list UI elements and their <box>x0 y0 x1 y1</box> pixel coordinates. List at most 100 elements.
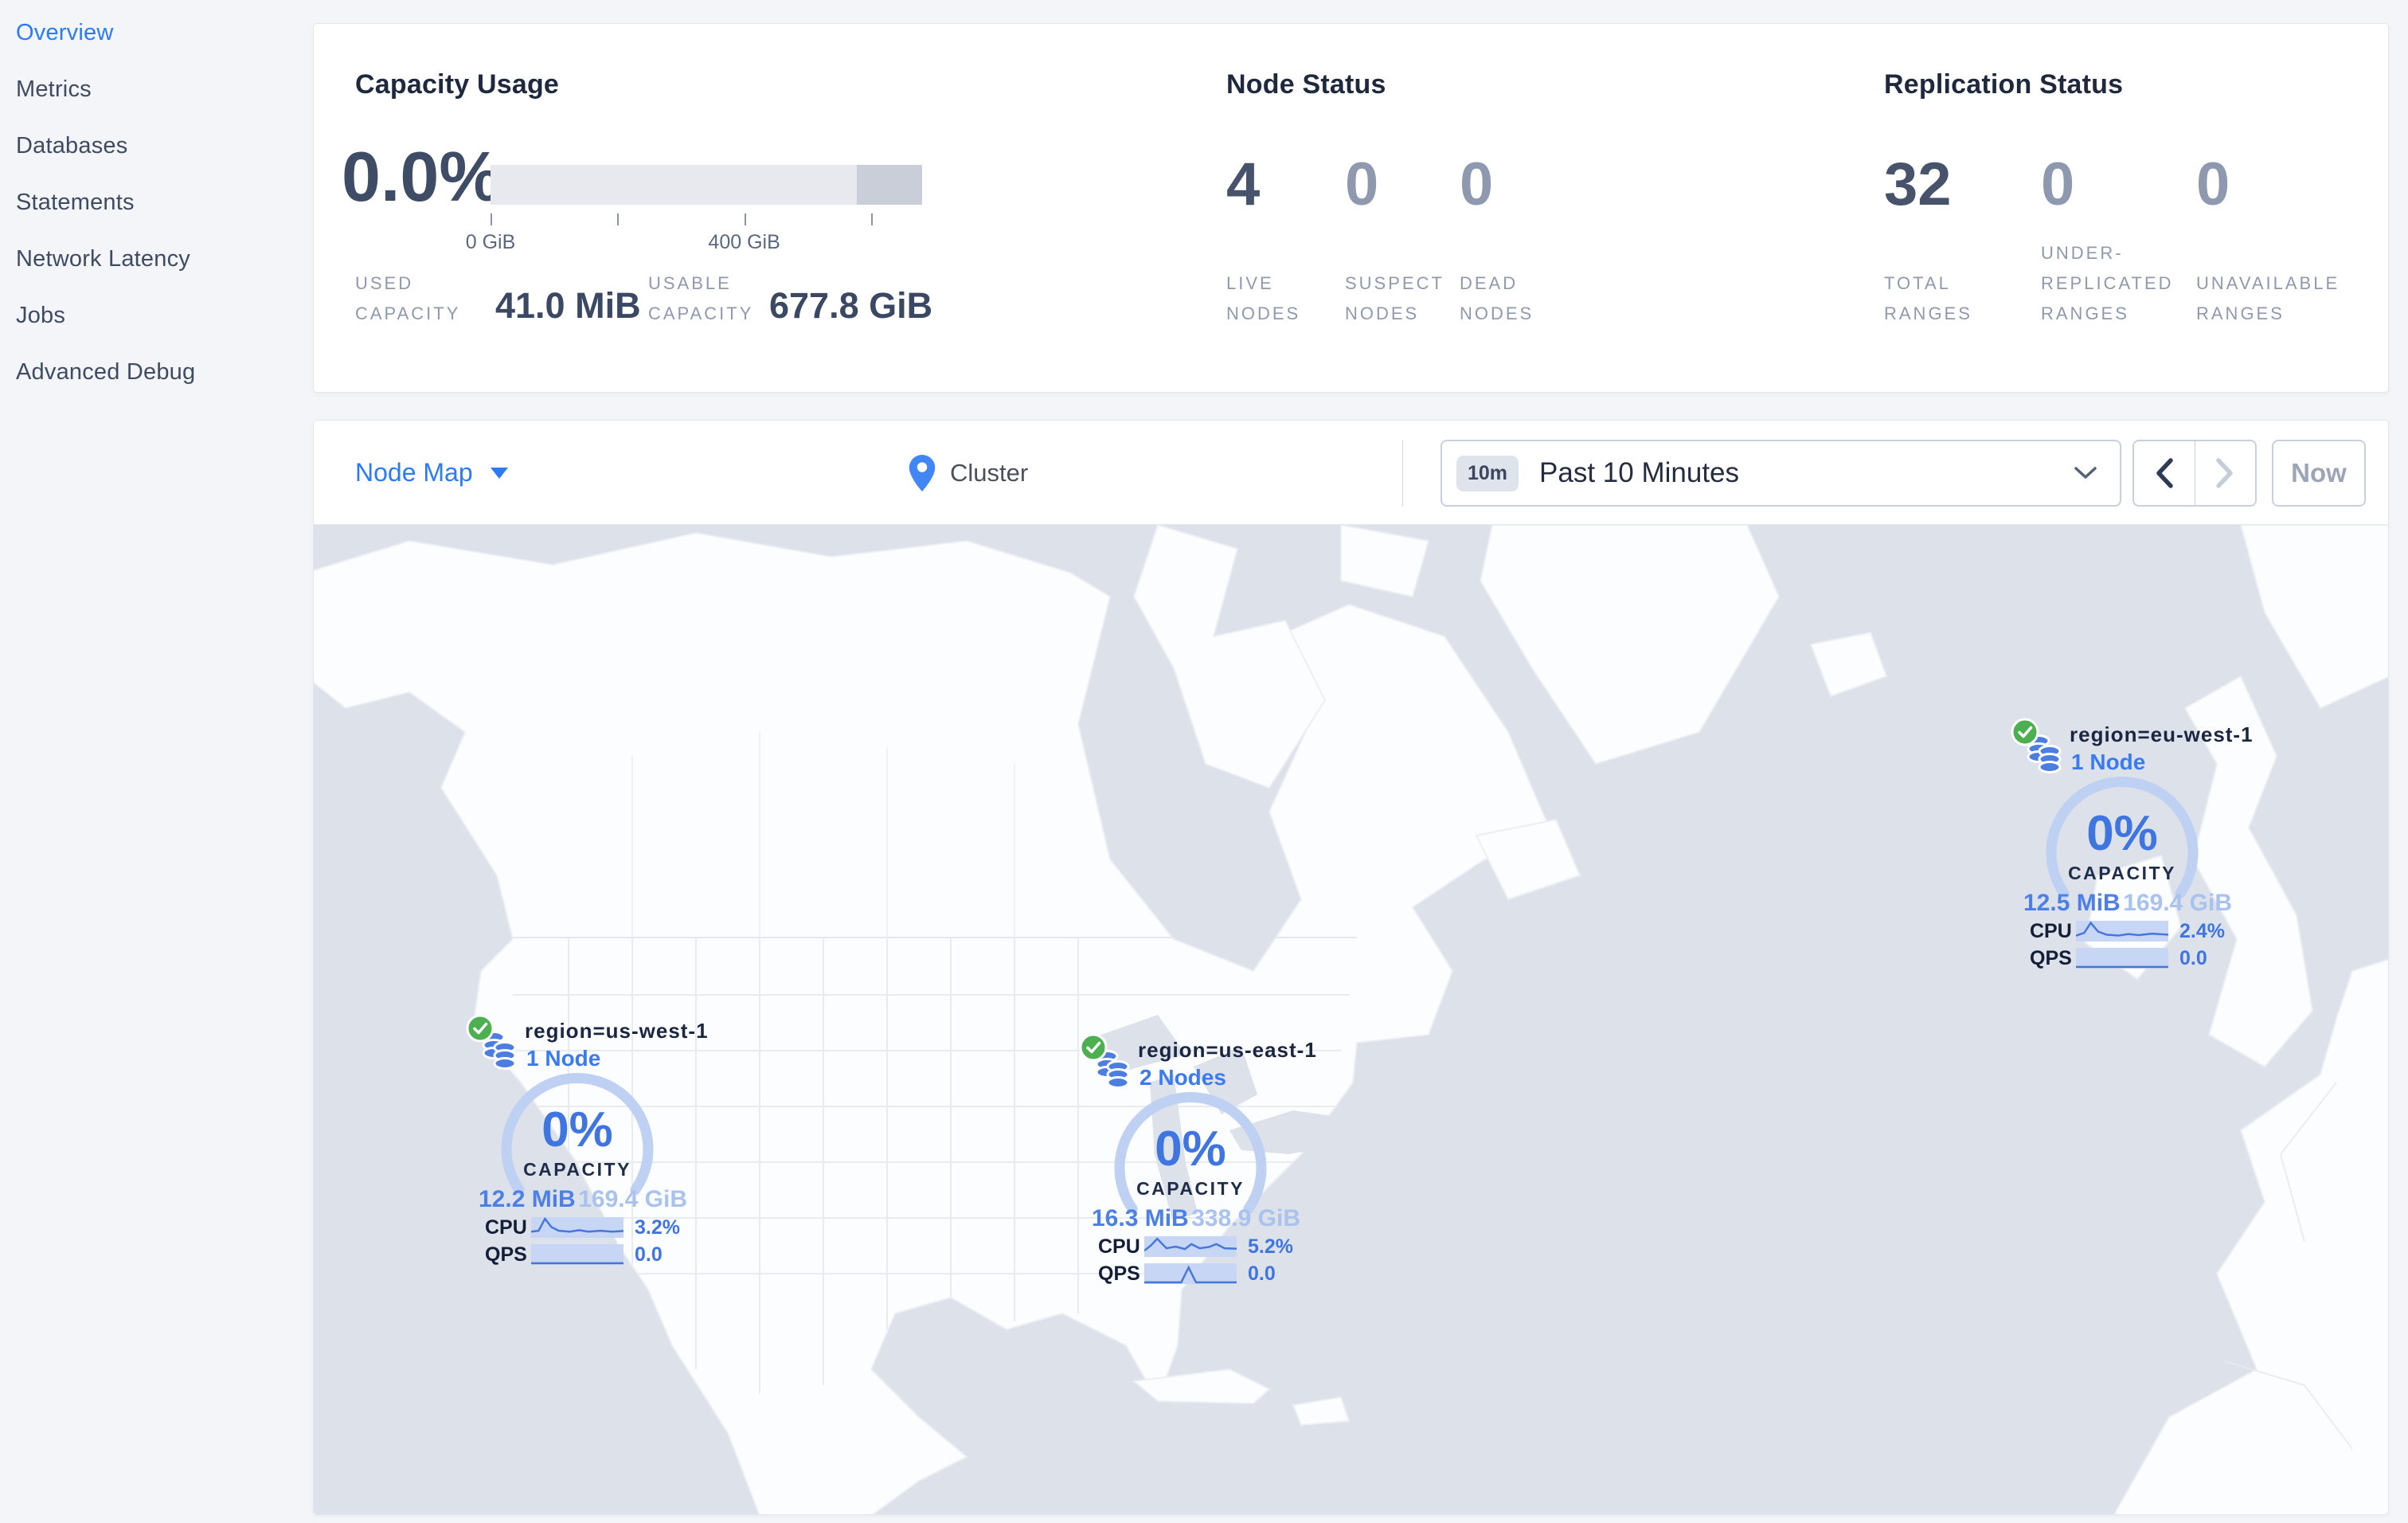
cpu-sparkline <box>1144 1236 1237 1257</box>
sidebar-nav: Overview Metrics Databases Statements Networ… <box>0 0 313 401</box>
toolbar-divider <box>1402 440 1403 507</box>
qps-row: QPS 0.0 <box>1098 1263 1302 1285</box>
capacity-gauge-arc <box>501 1072 654 1195</box>
cpu-label: CPU <box>1098 1235 1140 1258</box>
qps-sparkline <box>1144 1263 1237 1284</box>
qps-sparkline <box>531 1244 624 1265</box>
sidebar-item-metrics[interactable]: Metrics <box>16 76 92 102</box>
cpu-row: CPU 5.2% <box>1098 1235 1302 1258</box>
sidebar-item-network-latency[interactable]: Network Latency <box>16 246 190 272</box>
used-capacity-value: 12.2 MiB <box>479 1186 576 1212</box>
region-marker-us-west-1: region=us-west-1 1 Node 0% CAPACITY 12.2… <box>461 1012 708 1275</box>
capacity-meter-tail <box>857 165 922 205</box>
region-nodes-link[interactable]: 1 Node <box>526 1046 601 1071</box>
gauge-capacity-label: CAPACITY <box>2068 863 2176 883</box>
gauge-percent: 0% <box>541 1102 613 1157</box>
next-interval-button[interactable] <box>2195 441 2256 505</box>
europe-borders <box>2224 1082 2353 1450</box>
sidebar-item-statements[interactable]: Statements <box>16 190 135 215</box>
total-capacity-value: 169.4 GiB <box>578 1186 687 1212</box>
now-button[interactable]: Now <box>2272 440 2366 507</box>
chevron-right-icon <box>2216 458 2233 488</box>
gauge-percent: 0% <box>1155 1122 1226 1177</box>
gauge-percent: 0% <box>2086 806 2158 861</box>
cpu-sparkline <box>531 1217 624 1238</box>
capacity-tick <box>491 213 492 225</box>
qps-row: QPS 0.0 <box>2030 947 2234 969</box>
database-stack-icon <box>1092 1047 1133 1089</box>
qps-label: QPS <box>485 1243 527 1266</box>
total-capacity-value: 169.4 GiB <box>2123 890 2232 916</box>
replication-status-stats: 32 TOTAL RANGES 0 UNDER- REPLICATED RANGES 0… <box>1884 24 2378 392</box>
sidebar-item-overview[interactable]: Overview <box>16 20 114 45</box>
qps-label: QPS <box>2030 946 2072 969</box>
stat-label: TOTAL RANGES <box>1884 273 1972 323</box>
breadcrumb[interactable]: Cluster <box>909 421 1028 525</box>
map-toolbar: Node Map Cluster 10m Past 10 Minutes <box>314 421 2388 525</box>
total-capacity-value: 338.9 GiB <box>1191 1205 1300 1231</box>
chevron-left-icon <box>2156 458 2173 488</box>
capacity-stat-label: USED CAPACITY <box>355 273 461 323</box>
cpu-value: 2.4% <box>2179 919 2225 942</box>
capacity-stat-label: USABLE CAPACITY <box>648 273 754 323</box>
world-map: region=us-west-1 1 Node 0% CAPACITY 12.2… <box>314 525 2388 1514</box>
capacity-stat-value: 677.8 GiB <box>769 285 933 326</box>
sidebar: Overview Metrics Databases Statements Networ… <box>0 0 313 1523</box>
capacity-tick <box>744 213 746 225</box>
time-range-label: Past 10 Minutes <box>1539 457 1740 488</box>
islands-and-europe <box>1132 525 2388 1514</box>
qps-value: 0.0 <box>635 1243 663 1266</box>
qps-value: 0.0 <box>2179 946 2207 969</box>
region-label: region=us-east-1 <box>1138 1038 1317 1062</box>
stat-label: LIVE NODES <box>1226 273 1301 323</box>
caret-down-icon <box>490 467 508 479</box>
capacity-range: 12.5 MiB 169.4 GiB <box>2023 890 2232 917</box>
region-label: region=eu-west-1 <box>2070 722 2254 746</box>
qps-value: 0.0 <box>1248 1262 1276 1285</box>
stat-label: DEAD NODES <box>1460 273 1534 323</box>
capacity-gauge-arc <box>2046 776 2199 899</box>
now-button-label: Now <box>2291 458 2347 487</box>
gauge-capacity-label: CAPACITY <box>1136 1178 1245 1199</box>
region-nodes-link[interactable]: 1 Node <box>2071 750 2146 774</box>
gauge-capacity-label: CAPACITY <box>523 1159 631 1180</box>
stat-value: 4 <box>1226 151 1261 218</box>
map-geography <box>314 525 2388 1514</box>
stat-value: 32 <box>1884 151 1952 218</box>
hudson-bay-and-lakes <box>584 1015 1357 1353</box>
breadcrumb-label: Cluster <box>950 458 1029 487</box>
capacity-tick-label: 0 GiB <box>465 231 516 253</box>
stat-value: 0 <box>2196 151 2230 218</box>
node-status-title: Node Status <box>1226 69 1386 100</box>
cpu-label: CPU <box>2030 919 2072 942</box>
sidebar-item-advanced-debug[interactable]: Advanced Debug <box>16 359 196 385</box>
node-status-stats: 4 LIVE NODES 0 SUSPECT NODES 0 DEAD NODES <box>1226 24 1624 392</box>
cpu-value: 5.2% <box>1248 1235 1293 1258</box>
stat-value: 0 <box>2041 151 2075 218</box>
region-nodes-link[interactable]: 2 Nodes <box>1140 1065 1226 1090</box>
region-label: region=us-west-1 <box>525 1019 709 1043</box>
cpu-row: CPU 2.4% <box>2030 920 2234 942</box>
time-range-dropdown[interactable]: 10m Past 10 Minutes <box>1440 440 2121 507</box>
prev-interval-button[interactable] <box>2134 441 2195 505</box>
healthy-check-icon <box>2011 718 2039 746</box>
cpu-value: 3.2% <box>635 1216 680 1239</box>
view-mode-label: Node Map <box>355 458 473 487</box>
qps-label: QPS <box>1098 1262 1140 1285</box>
capacity-gauge-arc <box>1114 1091 1267 1214</box>
view-mode-dropdown[interactable]: Node Map <box>355 421 508 525</box>
qps-row: QPS 0.0 <box>485 1243 689 1266</box>
map-pin-icon <box>909 454 936 491</box>
cpu-sparkline <box>2076 921 2168 942</box>
sidebar-item-jobs[interactable]: Jobs <box>16 303 66 328</box>
capacity-usage-percent: 0.0% <box>342 137 502 216</box>
stat-label: SUSPECT NODES <box>1345 273 1444 323</box>
healthy-check-icon <box>1079 1033 1108 1062</box>
chevron-down-icon <box>2074 467 2097 479</box>
sidebar-item-databases[interactable]: Databases <box>16 133 128 159</box>
qps-sparkline <box>2076 948 2168 969</box>
region-marker-eu-west-1: region=eu-west-1 1 Node 0% CAPACITY 12.5… <box>2006 716 2253 979</box>
time-range-badge: 10m <box>1456 455 1519 491</box>
capacity-tick-label: 400 GiB <box>708 231 780 253</box>
node-map-panel: Node Map Cluster 10m Past 10 Minutes <box>313 420 2389 1515</box>
